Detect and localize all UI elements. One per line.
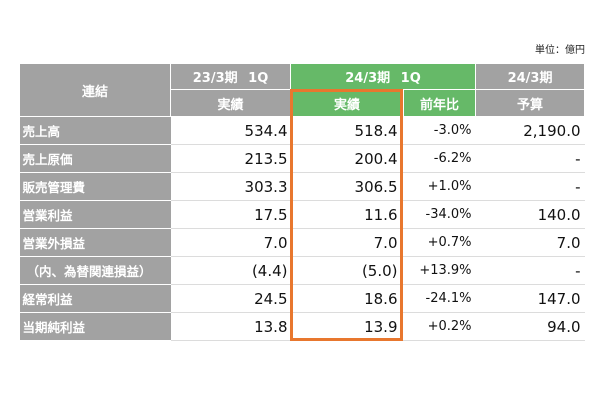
header-row-columns: 実績 実績 前年比 予算 xyxy=(20,89,586,117)
header-yoy: 前年比 xyxy=(402,89,477,117)
financial-results-table: 連結 23/3期 1Q 24/3期 1Q 24/3期 実績 実績 前年比 予算 … xyxy=(19,63,586,341)
table-row: （内、為替関連損益） (4.4) (5.0) +13.9% - xyxy=(19,256,585,285)
curr-actual-value: 518.4 xyxy=(290,116,404,145)
row-label: 経常利益 xyxy=(19,284,171,313)
curr-actual-value: 11.6 xyxy=(290,200,404,229)
budget-value: - xyxy=(475,172,585,201)
yoy-value: -6.2% xyxy=(403,144,476,173)
header-consolidated: 連結 xyxy=(19,63,171,117)
table-row: 売上原価 213.5 200.4 -6.2% - xyxy=(19,144,585,173)
yoy-value: -34.0% xyxy=(403,200,476,229)
budget-value: - xyxy=(475,256,585,285)
budget-value: - xyxy=(475,144,585,173)
prev-actual-value: 17.5 xyxy=(170,200,291,229)
budget-value: 94.0 xyxy=(475,312,585,341)
header-prev-actual: 実績 xyxy=(170,89,291,117)
yoy-value: +1.0% xyxy=(403,172,476,201)
prev-actual-value: 13.8 xyxy=(170,312,291,341)
row-label: 営業外損益 xyxy=(19,228,171,257)
budget-value: 2,190.0 xyxy=(475,116,585,145)
table-row: 販売管理費 303.3 306.5 +1.0% - xyxy=(19,172,585,201)
yoy-value: -3.0% xyxy=(403,116,476,145)
row-label: 当期純利益 xyxy=(19,312,171,341)
row-label: 売上高 xyxy=(19,116,171,145)
yoy-value: +13.9% xyxy=(403,256,476,285)
header-budget-period: 24/3期 xyxy=(475,63,586,90)
table-row: 営業利益 17.5 11.6 -34.0% 140.0 xyxy=(19,200,585,229)
budget-value: 147.0 xyxy=(475,284,585,313)
budget-value: 7.0 xyxy=(475,228,585,257)
row-label: 売上原価 xyxy=(19,144,171,173)
header-row-periods: 連結 23/3期 1Q 24/3期 1Q 24/3期 xyxy=(19,63,586,117)
curr-actual-value: 13.9 xyxy=(290,312,404,341)
yoy-value: +0.2% xyxy=(403,312,476,341)
prev-actual-value: 24.5 xyxy=(170,284,291,313)
row-label: 営業利益 xyxy=(19,200,171,229)
prev-actual-value: 303.3 xyxy=(170,172,291,201)
prev-actual-value: (4.4) xyxy=(170,256,291,285)
table-row: 営業外損益 7.0 7.0 +0.7% 7.0 xyxy=(19,228,585,257)
row-label: 販売管理費 xyxy=(19,172,171,201)
table-row: 売上高 534.4 518.4 -3.0% 2,190.0 xyxy=(19,116,585,145)
table-row: 当期純利益 13.8 13.9 +0.2% 94.0 xyxy=(19,312,585,341)
prev-actual-value: 213.5 xyxy=(170,144,291,173)
curr-actual-value: 7.0 xyxy=(290,228,404,257)
header-budget: 予算 xyxy=(475,89,586,117)
curr-actual-value: (5.0) xyxy=(290,256,404,285)
table-row: 経常利益 24.5 18.6 -24.1% 147.0 xyxy=(19,284,585,313)
prev-actual-value: 7.0 xyxy=(170,228,291,257)
prev-actual-value: 534.4 xyxy=(170,116,291,145)
curr-actual-value: 18.6 xyxy=(290,284,404,313)
curr-actual-value: 306.5 xyxy=(290,172,404,201)
curr-actual-value: 200.4 xyxy=(290,144,404,173)
header-curr-actual: 実績 xyxy=(290,89,404,117)
yoy-value: -24.1% xyxy=(403,284,476,313)
row-label: （内、為替関連損益） xyxy=(19,256,171,285)
unit-label: 単位：億円 xyxy=(535,45,585,56)
yoy-value: +0.7% xyxy=(403,228,476,257)
budget-value: 140.0 xyxy=(475,200,585,229)
header-curr-period: 24/3期 1Q xyxy=(289,63,477,90)
header-prev-period: 23/3期 1Q xyxy=(170,63,291,90)
